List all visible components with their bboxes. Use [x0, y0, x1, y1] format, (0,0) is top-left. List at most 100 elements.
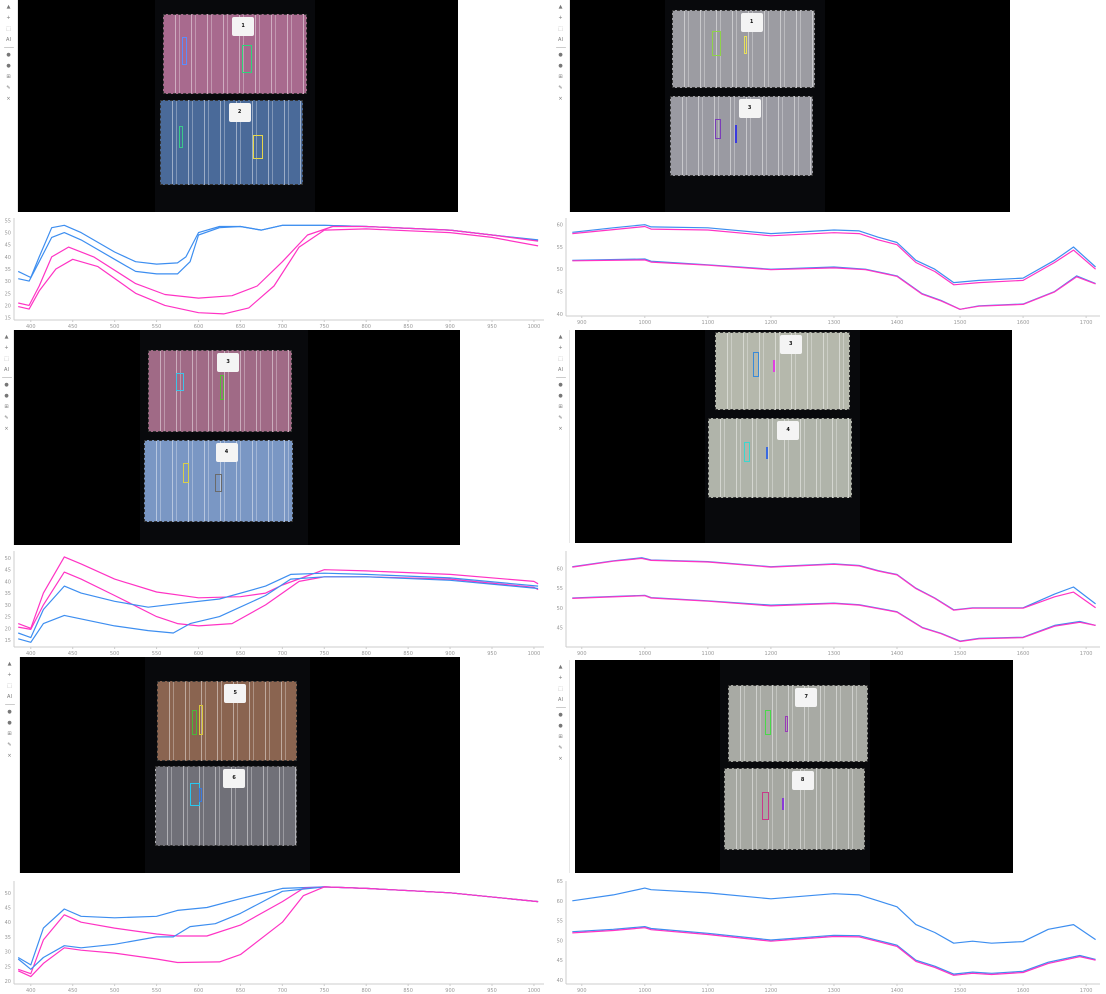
close-tool-button[interactable]: × — [557, 425, 565, 433]
spectrum-series-line — [18, 228, 539, 315]
circle-icon: ● — [7, 709, 12, 715]
close-tool-button[interactable]: × — [557, 755, 565, 763]
roi-rectangle[interactable] — [715, 119, 721, 139]
close-tool-button[interactable]: × — [6, 752, 14, 760]
plus-tool-button[interactable]: + — [557, 344, 565, 352]
roi-rectangle[interactable] — [782, 798, 784, 810]
roi-rectangle[interactable] — [773, 360, 775, 372]
roi-rectangle[interactable] — [735, 125, 737, 143]
grid-tool-button[interactable]: ⊞ — [6, 730, 14, 738]
pencil-tool-button[interactable]: ✎ — [557, 84, 565, 92]
x-tick-label: 900 — [577, 651, 587, 657]
pencil-tool-button[interactable]: ✎ — [5, 84, 13, 92]
selection-tool-button[interactable]: ⬚ — [557, 355, 565, 363]
circle-tool-button[interactable]: ● — [557, 51, 565, 59]
roi-rectangle[interactable] — [199, 705, 203, 735]
plus-tool-button[interactable]: + — [557, 14, 565, 22]
circle-tool-button[interactable]: ● — [6, 708, 14, 716]
selection-tool-button[interactable]: ⬚ — [557, 685, 565, 693]
grid-icon: ⊞ — [7, 731, 12, 737]
ai-tool-button[interactable]: AI — [557, 366, 565, 374]
roi-rectangle[interactable] — [762, 792, 769, 820]
close-tool-button[interactable]: × — [557, 95, 565, 103]
circle-tool-button[interactable]: ● — [557, 381, 565, 389]
spectrum-chart[interactable]: 900 1000 1100 1200 1300 1400 1500 1600 1700 45 50 5… — [552, 547, 1106, 657]
spectrum-series-line — [572, 594, 1096, 642]
selection-tool-button[interactable]: ⬚ — [3, 355, 11, 363]
pencil-tool-button[interactable]: ✎ — [6, 741, 14, 749]
selection-tool-button[interactable]: ⬚ — [6, 682, 14, 690]
circle-filled-tool-button[interactable]: ● — [5, 62, 13, 70]
plus-tool-button[interactable]: + — [6, 671, 14, 679]
roi-rectangle[interactable] — [220, 375, 224, 400]
roi-rectangle[interactable] — [182, 37, 187, 65]
roi-rectangle[interactable] — [179, 126, 183, 148]
roi-rectangle[interactable] — [753, 352, 759, 377]
roi-rectangle[interactable] — [242, 45, 252, 73]
roi-rectangle[interactable] — [785, 716, 788, 732]
cursor-tool-button[interactable]: ▲ — [557, 3, 565, 11]
cursor-tool-button[interactable]: ▲ — [5, 3, 13, 11]
y-tick-label: 40 — [5, 920, 11, 926]
plus-tool-button[interactable]: + — [3, 344, 11, 352]
roi-rectangle[interactable] — [744, 442, 750, 462]
pencil-tool-button[interactable]: ✎ — [3, 414, 11, 422]
grid-tool-button[interactable]: ⊞ — [557, 73, 565, 81]
roi-rectangle[interactable] — [712, 31, 721, 56]
roi-rectangle[interactable] — [215, 474, 222, 492]
roi-rectangle[interactable] — [253, 135, 263, 159]
ai-tool-button[interactable]: AI — [6, 693, 14, 701]
close-icon: × — [558, 96, 563, 102]
grid-tool-button[interactable]: ⊞ — [3, 403, 11, 411]
circle-tool-button[interactable]: ● — [557, 711, 565, 719]
spectrum-chart[interactable]: 900 1000 1100 1200 1300 1400 1500 1600 1700 40 45 5… — [552, 214, 1106, 326]
cursor-tool-button[interactable]: ▲ — [3, 333, 11, 341]
circle-filled-tool-button[interactable]: ● — [557, 62, 565, 70]
ai-tool-button[interactable]: AI — [5, 36, 13, 44]
spectrum-series-line — [17, 572, 539, 639]
plus-icon: + — [558, 675, 563, 681]
x-tick-label: 1400 — [891, 651, 904, 657]
roi-rectangle[interactable] — [765, 710, 771, 735]
circle-filled-tool-button[interactable]: ● — [557, 392, 565, 400]
cursor-tool-button[interactable]: ▲ — [557, 663, 565, 671]
selection-tool-button[interactable]: ⬚ — [557, 25, 565, 33]
ai-tool-button[interactable]: AI — [557, 696, 565, 704]
ai-tool-button[interactable]: AI — [3, 366, 11, 374]
cursor-tool-button[interactable]: ▲ — [6, 660, 14, 668]
y-tick-label: 40 — [5, 255, 11, 261]
grid-tool-button[interactable]: ⊞ — [5, 73, 13, 81]
grid-tool-button[interactable]: ⊞ — [557, 403, 565, 411]
grid-tool-button[interactable]: ⊞ — [557, 733, 565, 741]
spectrum-series-line — [18, 576, 539, 643]
selection-tool-button[interactable]: ⬚ — [5, 25, 13, 33]
close-tool-button[interactable]: × — [3, 425, 11, 433]
circle-tool-button[interactable]: ● — [5, 51, 13, 59]
x-tick-label: 1600 — [1017, 320, 1030, 326]
circle-filled-tool-button[interactable]: ● — [557, 722, 565, 730]
cursor-tool-button[interactable]: ▲ — [557, 333, 565, 341]
roi-rectangle[interactable] — [183, 463, 189, 483]
pencil-tool-button[interactable]: ✎ — [557, 744, 565, 752]
x-tick-label: 1200 — [765, 651, 778, 657]
roi-rectangle[interactable] — [192, 710, 197, 735]
sample-label-tag: 6 — [223, 769, 246, 788]
spectrum-chart[interactable]: 900 1000 1100 1200 1300 1400 1500 1600 1700 40 45 5… — [552, 877, 1106, 994]
roi-rectangle[interactable] — [176, 373, 184, 391]
ai-tool-button[interactable]: AI — [557, 36, 565, 44]
roi-rectangle[interactable] — [199, 788, 202, 802]
circle-filled-tool-button[interactable]: ● — [3, 392, 11, 400]
roi-rectangle[interactable] — [766, 447, 768, 459]
plus-tool-button[interactable]: + — [5, 14, 13, 22]
close-tool-button[interactable]: × — [5, 95, 13, 103]
y-tick-label: 45 — [557, 625, 563, 631]
spectrum-chart[interactable]: 400 450 500 550 600 650 700 750 800 850 900 950 1000… — [0, 547, 550, 657]
spectrum-chart[interactable]: 400 450 500 550 600 650 700 750 800 850 900 950 1000… — [0, 877, 550, 994]
roi-rectangle[interactable] — [744, 36, 747, 54]
circle-tool-button[interactable]: ● — [3, 381, 11, 389]
spectrum-chart[interactable]: 400 450 500 550 600 650 700 750 800 850 900 950 1000… — [0, 214, 550, 330]
circle-filled-tool-button[interactable]: ● — [6, 719, 14, 727]
y-tick-label: 60 — [557, 223, 563, 229]
plus-tool-button[interactable]: + — [557, 674, 565, 682]
pencil-tool-button[interactable]: ✎ — [557, 414, 565, 422]
